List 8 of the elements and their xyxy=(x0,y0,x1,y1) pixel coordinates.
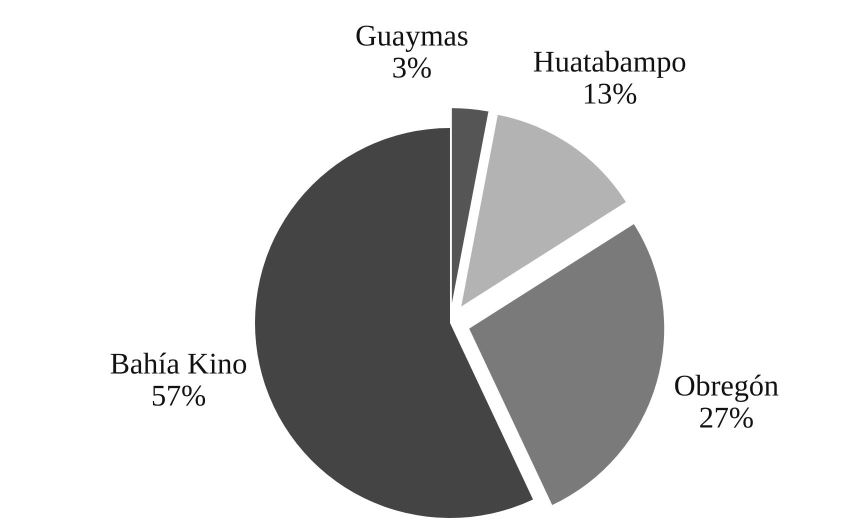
slice-label: Obregón xyxy=(674,370,779,403)
data-label: 3% xyxy=(392,52,432,85)
data-label: 13% xyxy=(582,78,638,111)
data-label: 27% xyxy=(698,402,754,435)
slice-label: Bahía Kino xyxy=(110,348,248,381)
data-label: 57% xyxy=(151,380,206,413)
slice-label: Huatabampo xyxy=(533,46,686,79)
slice-label: Guaymas xyxy=(355,20,469,53)
